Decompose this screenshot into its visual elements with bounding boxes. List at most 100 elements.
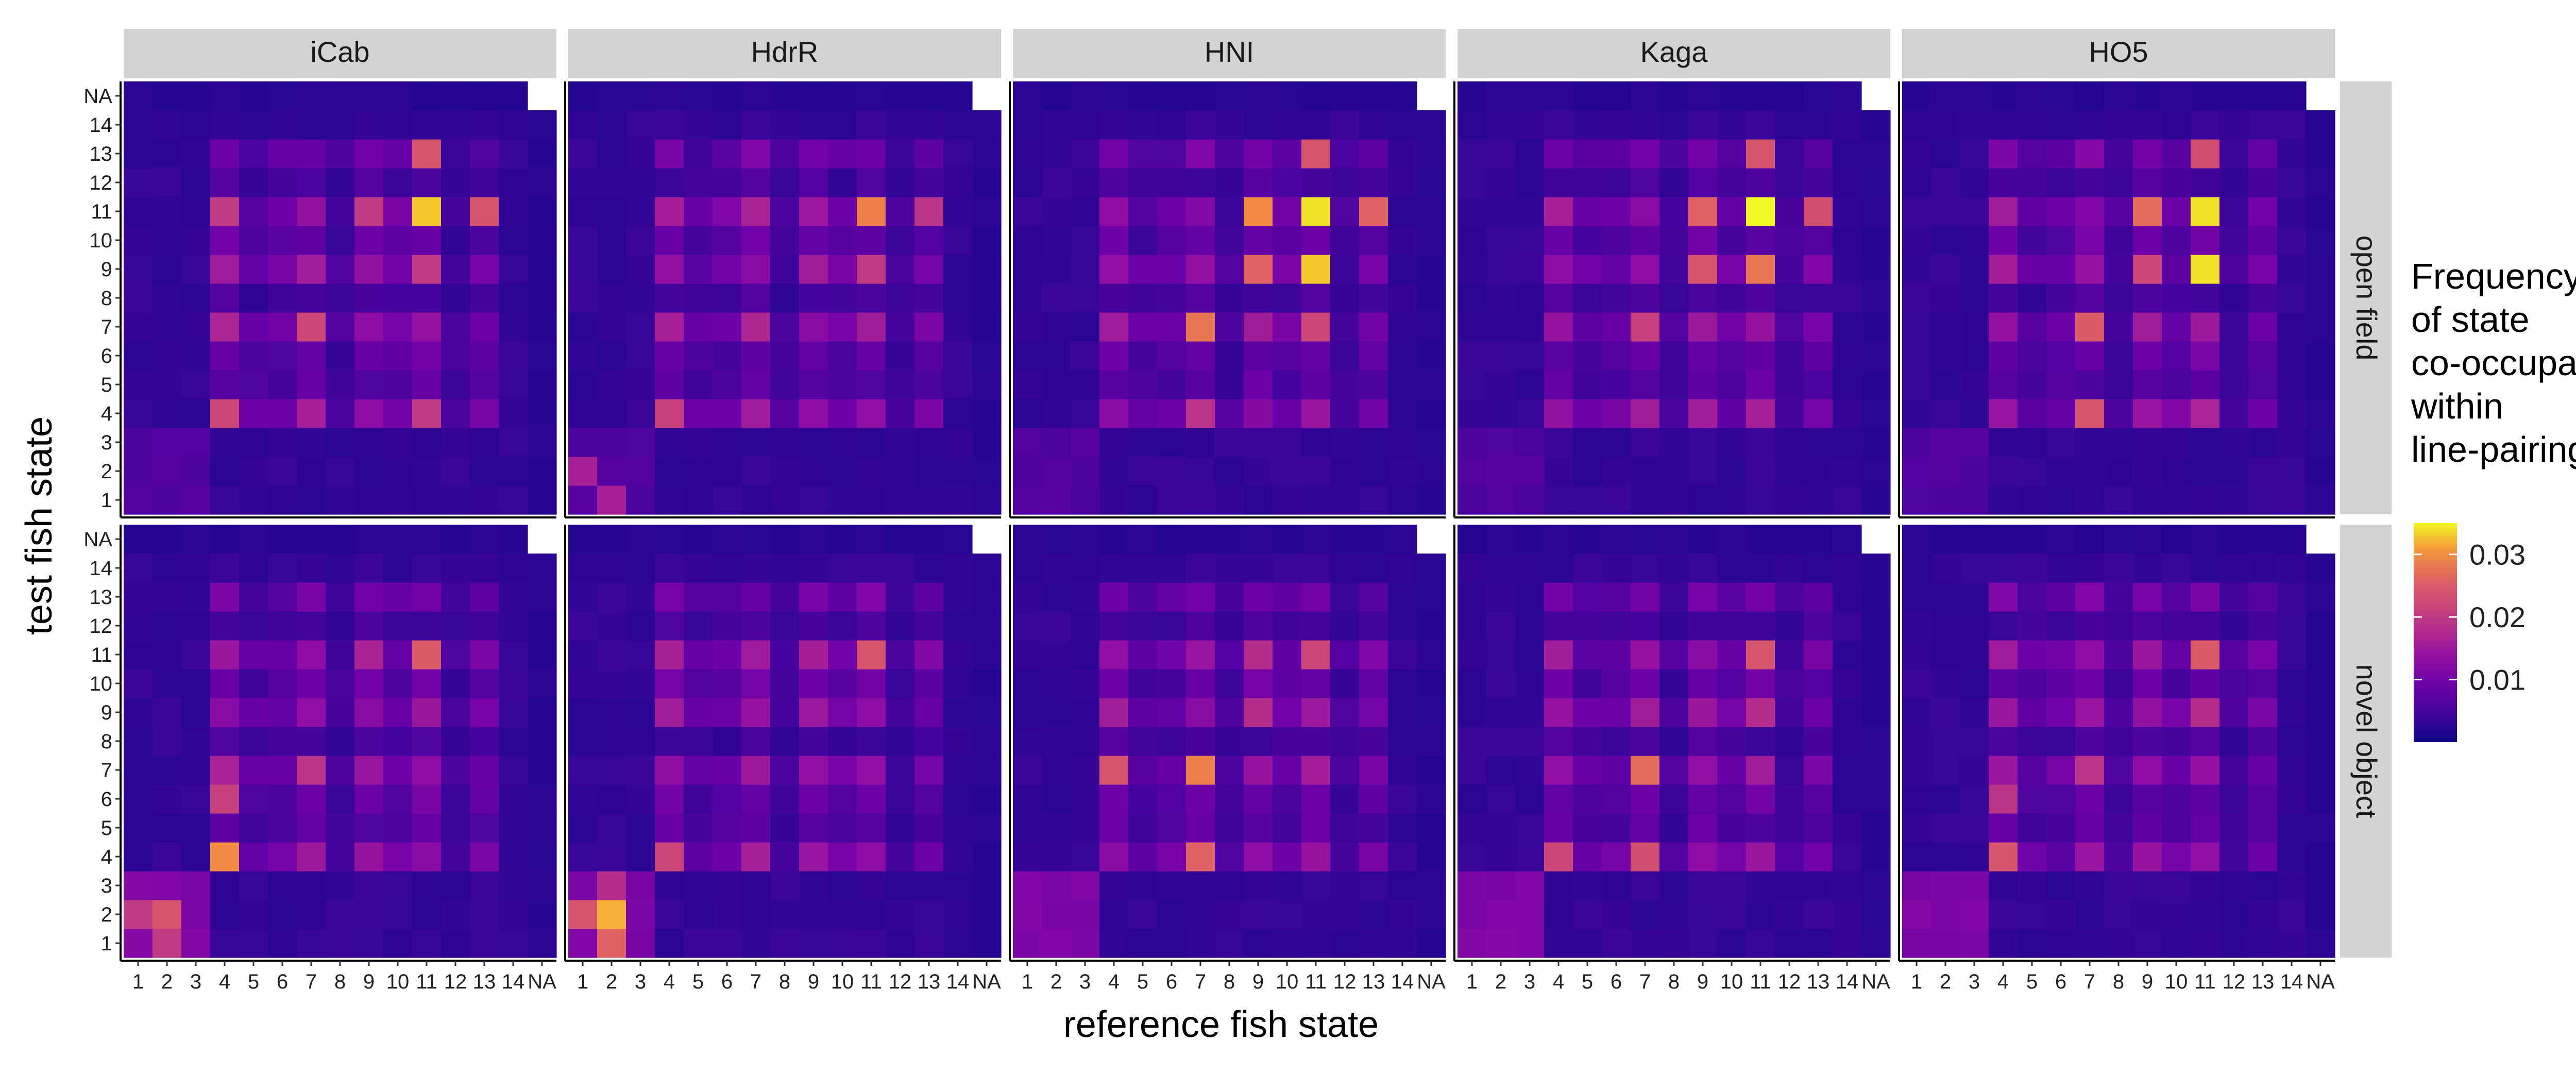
heatmap-cell bbox=[1544, 139, 1573, 169]
heatmap-cell bbox=[1573, 341, 1602, 371]
axes: 1234567891011121314NA1234567891011121314… bbox=[83, 81, 2335, 993]
heatmap-cell bbox=[2075, 582, 2105, 612]
heatmap-cell bbox=[1659, 611, 1689, 641]
heatmap-cell bbox=[383, 640, 413, 669]
heatmap-cell bbox=[886, 399, 915, 428]
heatmap-cell bbox=[943, 813, 973, 843]
heatmap-cell bbox=[1602, 669, 1631, 698]
heatmap-cell bbox=[2046, 929, 2076, 958]
heatmap-cell bbox=[741, 842, 771, 872]
heatmap-cell bbox=[1244, 525, 1273, 554]
heatmap-cell bbox=[2219, 399, 2249, 428]
heatmap-cell bbox=[1602, 485, 1631, 515]
heatmap-cell bbox=[326, 485, 355, 515]
heatmap-cell bbox=[2162, 525, 2191, 554]
heatmap-cell bbox=[441, 139, 470, 169]
heatmap-cell bbox=[943, 611, 973, 641]
heatmap-cell bbox=[1515, 698, 1545, 727]
heatmap-cell bbox=[2248, 611, 2278, 641]
heatmap-cell bbox=[1417, 283, 1446, 313]
heatmap-cell bbox=[1573, 312, 1602, 342]
heatmap-cell bbox=[2191, 582, 2220, 612]
heatmap-cell bbox=[1330, 756, 1360, 785]
heatmap-cell bbox=[2191, 428, 2220, 457]
heatmap-cell bbox=[741, 554, 771, 583]
heatmap-cell bbox=[441, 756, 470, 785]
heatmap-cell bbox=[2191, 139, 2220, 169]
heatmap-cell bbox=[684, 669, 713, 698]
heatmap-cell bbox=[972, 226, 1002, 255]
heatmap-cell bbox=[799, 457, 828, 486]
heatmap-cell bbox=[1931, 168, 1960, 197]
heatmap-cell bbox=[597, 139, 626, 169]
heatmap-cell bbox=[1544, 756, 1573, 785]
heatmap-cell bbox=[152, 929, 182, 958]
heatmap-cell bbox=[2306, 341, 2335, 371]
heatmap-cell bbox=[1931, 756, 1960, 785]
heatmap-cell bbox=[1071, 428, 1100, 457]
heatmap-cell bbox=[1544, 197, 1573, 226]
heatmap-cell bbox=[1486, 341, 1516, 371]
heatmap-cell bbox=[528, 139, 557, 169]
heatmap-cell bbox=[1573, 399, 1602, 428]
heatmap-cell bbox=[528, 784, 557, 814]
heatmap-cell bbox=[210, 110, 240, 140]
heatmap-cell bbox=[1931, 582, 1960, 612]
heatmap-cell bbox=[1186, 312, 1215, 342]
y-tick-label: 13 bbox=[90, 143, 113, 165]
heatmap-cell bbox=[1186, 197, 1215, 226]
heatmap-cell bbox=[568, 756, 598, 785]
heatmap-cell bbox=[2277, 485, 2307, 515]
heatmap-cell bbox=[1833, 929, 1862, 958]
heatmap-cell bbox=[1128, 255, 1158, 284]
heatmap-cell bbox=[2162, 197, 2191, 226]
heatmap-cell bbox=[441, 81, 470, 111]
heatmap-cell bbox=[684, 110, 713, 140]
heatmap-cell bbox=[626, 727, 655, 756]
heatmap-cell bbox=[1631, 929, 1660, 958]
heatmap-cell bbox=[1128, 399, 1158, 428]
heatmap-cell bbox=[741, 525, 771, 554]
heatmap-cell bbox=[1215, 554, 1244, 583]
heatmap-cell bbox=[597, 842, 626, 872]
heatmap-cell bbox=[268, 81, 297, 111]
heatmap-cell bbox=[2248, 727, 2278, 756]
heatmap-cell bbox=[828, 312, 857, 342]
heatmap-cell bbox=[1775, 929, 1804, 958]
heatmap-cell bbox=[1186, 727, 1215, 756]
heatmap-cell bbox=[1186, 341, 1215, 371]
heatmap-cell bbox=[2104, 110, 2133, 140]
y-tick-label: NA bbox=[83, 528, 112, 551]
heatmap-cell bbox=[1833, 226, 1862, 255]
heatmap-cell bbox=[528, 399, 557, 428]
heatmap-cell bbox=[441, 255, 470, 284]
heatmap-cell bbox=[1458, 485, 1487, 515]
heatmap-cell bbox=[1359, 457, 1388, 486]
heatmap-cell bbox=[181, 929, 211, 958]
heatmap-cell bbox=[1071, 226, 1100, 255]
heatmap-cell bbox=[1301, 139, 1331, 169]
heatmap-cell bbox=[684, 485, 713, 515]
heatmap-cell bbox=[1359, 784, 1388, 814]
heatmap-cell bbox=[499, 485, 528, 515]
heatmap-cell bbox=[2191, 283, 2220, 313]
heatmap-cell bbox=[124, 139, 153, 169]
heatmap-cell bbox=[1688, 255, 1718, 284]
heatmap-cell bbox=[828, 457, 857, 486]
x-tick-label: 6 bbox=[721, 970, 733, 993]
heatmap-cell bbox=[972, 370, 1002, 399]
heatmap-cell bbox=[1717, 669, 1747, 698]
heatmap-cell bbox=[1042, 611, 1071, 641]
heatmap-cell bbox=[626, 341, 655, 371]
heatmap-cell bbox=[2162, 727, 2191, 756]
heatmap-cell bbox=[412, 813, 442, 843]
heatmap-cell bbox=[914, 813, 944, 843]
heatmap-cell bbox=[2162, 255, 2191, 284]
x-tick-label: 14 bbox=[946, 970, 970, 993]
heatmap-cell bbox=[470, 370, 499, 399]
heatmap-cell bbox=[1989, 640, 2018, 669]
heatmap-cell bbox=[2277, 457, 2307, 486]
heatmap-cell bbox=[1833, 399, 1862, 428]
heatmap-cell bbox=[770, 341, 800, 371]
heatmap-cell bbox=[1544, 428, 1573, 457]
